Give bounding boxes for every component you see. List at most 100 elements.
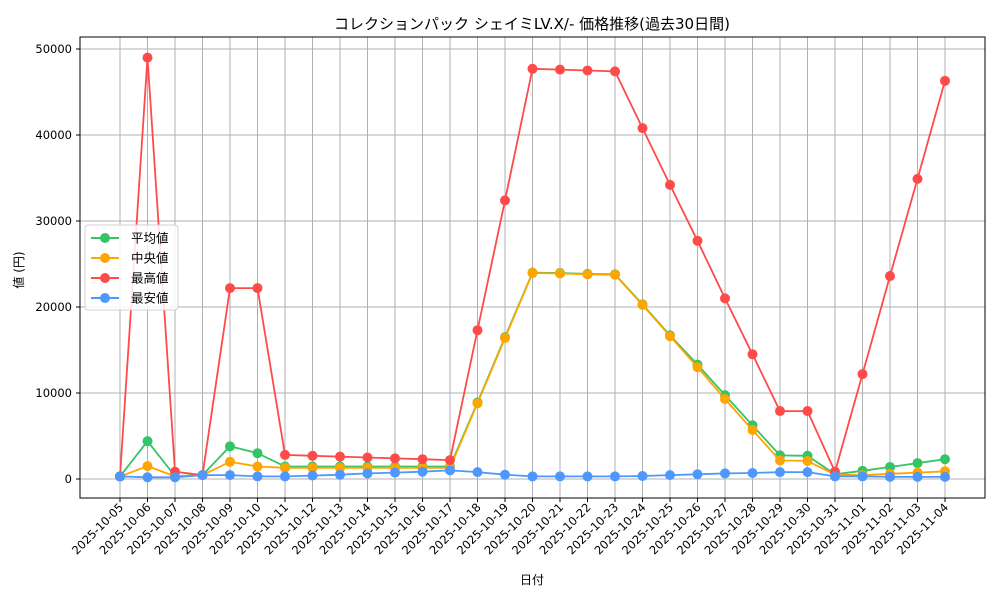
legend-swatch-marker (100, 233, 110, 243)
data-point-marker (775, 467, 785, 478)
data-point-marker (885, 471, 895, 482)
y-tick-label: 0 (65, 472, 72, 486)
x-axis-ticks: 2025-10-052025-10-062025-10-072025-10-08… (69, 498, 951, 557)
data-point-marker (445, 465, 455, 476)
data-point-marker (225, 283, 235, 294)
data-point-marker (665, 470, 675, 481)
x-axis-label: 日付 (520, 573, 544, 587)
data-point-marker (335, 462, 345, 473)
data-point-marker (472, 467, 483, 478)
data-point-marker (307, 470, 318, 481)
data-point-marker (637, 123, 648, 134)
data-point-marker (747, 467, 758, 478)
data-point-marker (142, 461, 153, 472)
data-point-marker (555, 471, 565, 482)
legend-box (84, 224, 179, 311)
data-point-marker (142, 436, 153, 447)
data-point-marker (665, 331, 675, 342)
data-point-marker (720, 293, 730, 304)
data-point-marker (885, 461, 895, 472)
data-point-marker (912, 173, 923, 184)
data-series (115, 52, 950, 483)
data-point-marker (555, 268, 565, 279)
series-line (115, 465, 950, 483)
data-point-marker (252, 461, 263, 472)
grid-lines (80, 37, 985, 498)
data-point-marker (417, 454, 428, 465)
data-point-marker (335, 451, 345, 462)
data-point-marker (802, 406, 813, 417)
data-point-marker (115, 471, 125, 482)
data-point-marker (362, 468, 373, 479)
data-point-marker (362, 452, 373, 463)
data-point-marker (582, 269, 593, 280)
data-point-marker (142, 52, 153, 63)
data-point-marker (610, 66, 620, 77)
legend-swatch-marker (100, 273, 110, 283)
y-tick-label: 50000 (35, 42, 72, 56)
data-point-marker (912, 471, 923, 482)
data-point-marker (280, 471, 290, 482)
data-point-marker (692, 362, 703, 373)
data-point-marker (940, 471, 950, 482)
data-point-marker (665, 179, 675, 190)
data-point-marker (225, 470, 235, 481)
data-point-marker (280, 449, 290, 460)
data-point-marker (912, 458, 923, 469)
data-point-marker (307, 462, 318, 473)
data-point-marker (252, 448, 263, 459)
data-point-marker (692, 235, 703, 246)
data-point-marker (885, 271, 895, 282)
data-point-marker (472, 398, 483, 409)
data-point-marker (280, 462, 290, 473)
data-point-marker (610, 471, 620, 482)
data-point-marker (307, 450, 318, 461)
data-point-marker (747, 424, 758, 435)
legend-label: 最安値 (131, 291, 169, 306)
data-point-marker (335, 469, 345, 480)
data-point-marker (637, 470, 648, 481)
data-point-marker (225, 456, 235, 467)
legend-label: 中央値 (131, 251, 169, 266)
data-point-marker (500, 195, 510, 206)
data-point-marker (582, 471, 593, 482)
data-point-marker (472, 325, 483, 336)
data-point-marker (582, 65, 593, 76)
data-point-marker (527, 471, 538, 482)
data-point-marker (500, 332, 510, 343)
legend-swatch-marker (100, 293, 110, 303)
data-point-marker (857, 471, 868, 482)
data-point-marker (610, 269, 620, 280)
y-tick-label: 10000 (35, 386, 72, 400)
data-point-marker (197, 470, 208, 481)
chart-title: コレクションパック シェイミLV.X/- 価格推移(過去30日間) (334, 15, 730, 33)
y-axis-label: 値 (円) (11, 251, 26, 288)
data-point-marker (225, 441, 235, 452)
data-point-marker (527, 63, 538, 74)
data-point-marker (692, 469, 703, 480)
data-point-marker (720, 394, 730, 405)
data-point-marker (802, 467, 813, 478)
data-point-marker (857, 369, 868, 380)
legend-label: 平均値 (131, 231, 169, 246)
data-point-marker (775, 406, 785, 417)
y-tick-label: 30000 (35, 214, 72, 228)
y-tick-label: 40000 (35, 128, 72, 142)
data-point-marker (940, 454, 950, 465)
data-point-marker (637, 299, 648, 310)
data-point-marker (830, 471, 840, 482)
data-point-marker (555, 64, 565, 75)
legend-swatch-marker (100, 253, 110, 263)
data-point-marker (417, 466, 428, 477)
data-point-marker (747, 349, 758, 360)
data-point-marker (252, 283, 263, 294)
data-point-marker (940, 75, 950, 86)
y-tick-label: 20000 (35, 300, 72, 314)
data-point-marker (720, 468, 730, 479)
data-point-marker (445, 455, 455, 466)
data-point-marker (500, 469, 510, 480)
data-point-marker (142, 472, 153, 483)
y-axis-ticks: 0 10000 20000 30000 40000 50000 (35, 42, 80, 486)
